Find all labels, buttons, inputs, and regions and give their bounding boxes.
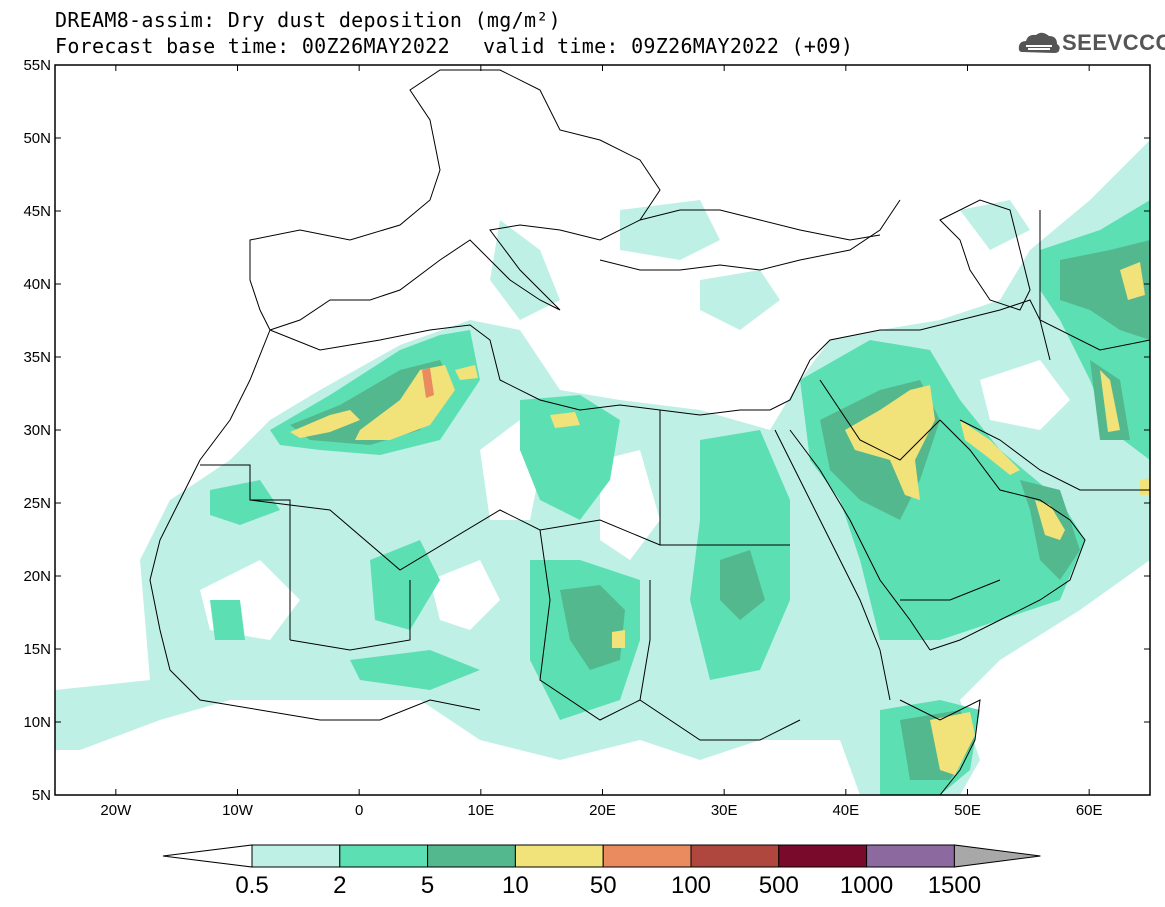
colorbar-label: 0.5 [235, 872, 268, 899]
lat-label: 55N [23, 57, 51, 74]
colorbar-label: 1500 [928, 872, 981, 899]
colorbar-label: 500 [759, 872, 799, 899]
colorbar-label: 2 [333, 872, 346, 899]
colorbar-segment [602, 844, 692, 868]
lat-label: 50N [23, 130, 51, 147]
lon-label: 10E [467, 802, 494, 819]
colorbar-label: 100 [671, 872, 711, 899]
colorbar-segment [778, 844, 868, 868]
colorbar-segment [427, 844, 516, 868]
colorbar-high-extend [953, 844, 1041, 868]
colorbar-low-extend [162, 844, 253, 868]
longitude-axis: 20W 10W 0 10E 20E 30E 40E 50E 60E [100, 65, 1103, 819]
lat-label: 40N [23, 276, 51, 293]
colorbar-label: 1000 [840, 872, 893, 899]
lat-label: 25N [23, 495, 51, 512]
lon-label: 40E [832, 802, 859, 819]
lon-label: 0 [355, 802, 363, 819]
lat-label: 45N [23, 203, 51, 220]
seevccc-logo-text: SEEVCCC [1062, 30, 1165, 55]
lat-label: 10N [23, 714, 51, 731]
lat-label: 30N [23, 422, 51, 439]
seevccc-cloud-logo-icon [1018, 32, 1060, 53]
colorbar-segment [866, 844, 955, 868]
valid-time: valid time: 09Z26MAY2022 (+09) [483, 34, 854, 58]
lon-label: 60E [1076, 802, 1103, 819]
coastlines [149, 69, 1150, 795]
colorbar-segment [339, 844, 429, 868]
forecast-base-time: Forecast base time: 00Z26MAY2022 [55, 34, 450, 58]
lon-label: 50E [954, 802, 981, 819]
colorbar-segment [251, 844, 341, 868]
lon-label: 30E [711, 802, 738, 819]
lon-label: 20W [100, 802, 132, 819]
lat-label: 20N [23, 568, 51, 585]
colorbar-segment [514, 844, 604, 868]
map-title: DREAM8-assim: Dry dust deposition (mg/m²… [55, 8, 561, 32]
colorbar-segment [690, 844, 780, 868]
lat-label: 5N [32, 787, 51, 804]
colorbar-label: 10 [502, 872, 529, 899]
dust-shading [55, 140, 1150, 795]
lat-label: 35N [23, 349, 51, 366]
colorbar-label: 50 [590, 872, 617, 899]
lon-label: 20E [589, 802, 616, 819]
colorbar-label: 5 [421, 872, 434, 899]
latitude-axis: 55N 50N 45N 40N 35N 30N 25N 20N 15N 10N 5N [23, 57, 1150, 804]
colorbar: 0.5 2 5 10 50 100 500 1000 1500 [162, 844, 1041, 899]
lon-label: 10W [222, 802, 254, 819]
lat-label: 15N [23, 641, 51, 658]
